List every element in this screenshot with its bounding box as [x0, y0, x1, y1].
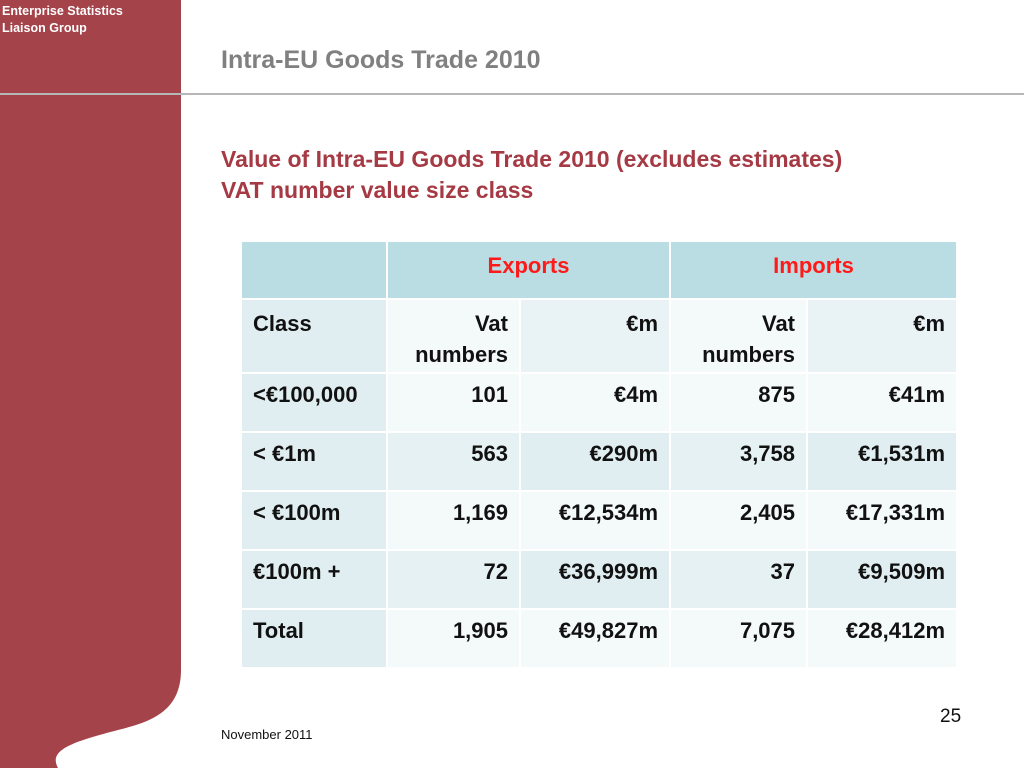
- exports-value-cell: €4m: [518, 372, 672, 433]
- column-header-row: Class Vat numbers €m Vat numbers €m: [240, 298, 959, 374]
- exports-value-header: €m: [518, 298, 672, 374]
- subtitle-line1: Value of Intra-EU Goods Trade 2010 (excl…: [221, 146, 843, 172]
- header-divider: [0, 93, 1024, 95]
- imports-vat-cell: 7,075: [669, 608, 809, 669]
- imports-vat-cell: 875: [669, 372, 809, 433]
- imports-value-cell: €17,331m: [806, 490, 959, 551]
- row-class: < €1m: [240, 431, 388, 492]
- organization-name-line1: Enterprise Statistics: [2, 4, 123, 18]
- exports-value-cell: €36,999m: [518, 549, 672, 610]
- page-number: 25: [940, 706, 962, 727]
- row-class: Total: [240, 608, 388, 669]
- exports-vat-cell: 1,169: [386, 490, 521, 551]
- imports-vat-header: Vat numbers: [669, 298, 809, 374]
- sidebar-band: [0, 0, 181, 768]
- exports-value-cell: €290m: [518, 431, 672, 492]
- exports-vat-cell: 101: [386, 372, 521, 433]
- footer-date: November 2011: [221, 727, 313, 742]
- subtitle-line2: VAT number value size class: [221, 177, 534, 203]
- table-row: €100m + 72 €36,999m 37 €9,509m: [240, 549, 959, 610]
- slide-subtitle: Value of Intra-EU Goods Trade 2010 (excl…: [221, 144, 842, 206]
- header-blank-cell: [240, 240, 388, 300]
- imports-header: Imports: [669, 240, 959, 300]
- sidebar-decoration: [0, 0, 181, 768]
- imports-value-header: €m: [806, 298, 959, 374]
- exports-vat-cell: 563: [386, 431, 521, 492]
- exports-vat-header: Vat numbers: [386, 298, 521, 374]
- exports-vat-cell: 1,905: [386, 608, 521, 669]
- organization-name: Enterprise Statistics Liaison Group: [2, 3, 172, 37]
- table-row: < €1m 563 €290m 3,758 €1,531m: [240, 431, 959, 492]
- imports-value-cell: €1,531m: [806, 431, 959, 492]
- imports-vat-cell: 3,758: [669, 431, 809, 492]
- exports-vat-cell: 72: [386, 549, 521, 610]
- imports-vat-cell: 2,405: [669, 490, 809, 551]
- imports-vat-cell: 37: [669, 549, 809, 610]
- exports-header: Exports: [385, 240, 672, 300]
- row-class: < €100m: [240, 490, 388, 551]
- trade-table: Exports Imports Class Vat numbers €m Vat…: [240, 240, 959, 669]
- table-row: < €100m 1,169 €12,534m 2,405 €17,331m: [240, 490, 959, 551]
- imports-value-cell: €9,509m: [806, 549, 959, 610]
- exports-value-cell: €49,827m: [518, 608, 672, 669]
- row-class: €100m +: [240, 549, 388, 610]
- table-row-total: Total 1,905 €49,827m 7,075 €28,412m: [240, 608, 959, 669]
- imports-value-cell: €28,412m: [806, 608, 959, 669]
- class-header: Class: [240, 298, 388, 374]
- group-header-row: Exports Imports: [240, 240, 959, 300]
- exports-value-cell: €12,534m: [518, 490, 672, 551]
- slide-title: Intra-EU Goods Trade 2010: [221, 46, 541, 74]
- row-class: <€100,000: [240, 372, 388, 433]
- table-row: <€100,000 101 €4m 875 €41m: [240, 372, 959, 433]
- imports-value-cell: €41m: [806, 372, 959, 433]
- organization-name-line2: Liaison Group: [2, 21, 87, 35]
